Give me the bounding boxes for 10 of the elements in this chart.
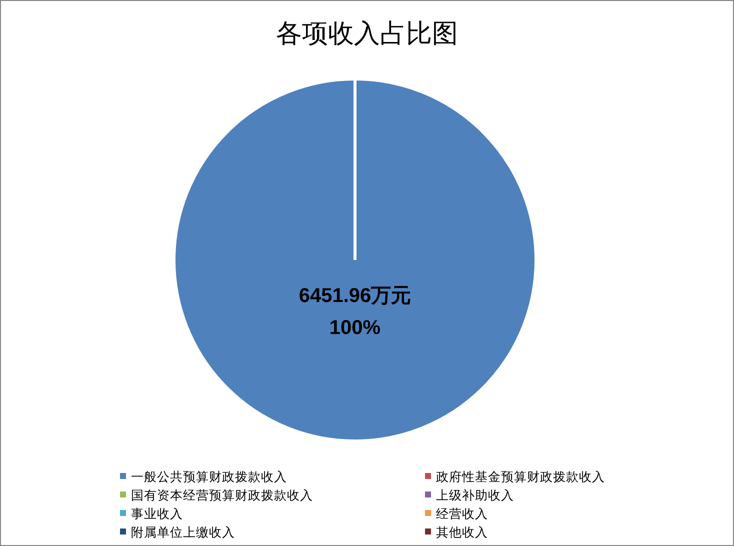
legend-label: 经营收入	[436, 507, 488, 521]
legend-label: 一般公共预算财政拨款收入	[131, 470, 287, 484]
legend-label: 附属单位上缴收入	[131, 526, 235, 540]
legend-label: 上级补助收入	[436, 488, 514, 502]
legend-label: 政府性基金预算财政拨款收入	[436, 469, 605, 484]
legend-label: 国有资本经营预算财政拨款收入	[131, 488, 313, 502]
legend-label: 其他收入	[436, 526, 488, 540]
data-label: 6451.96万元 100%	[298, 285, 412, 339]
legend-label: 事业收入	[131, 507, 183, 521]
chart-title: 各项收入占比图	[276, 19, 458, 49]
